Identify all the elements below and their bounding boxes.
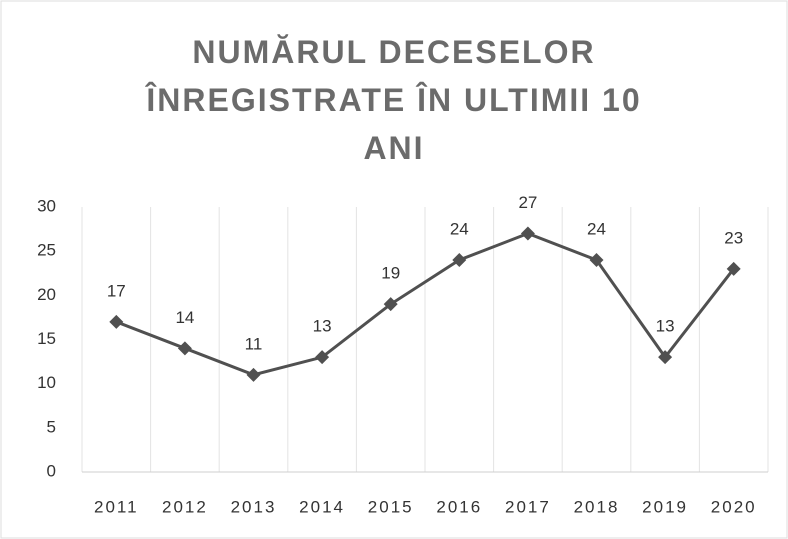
y-tick-label: 0 [47, 461, 56, 480]
y-tick-label: 20 [37, 285, 56, 304]
data-label: 11 [245, 334, 263, 353]
x-tick-label: 2018 [574, 497, 620, 516]
marker [246, 367, 261, 382]
data-label: 13 [313, 317, 332, 336]
x-tick-label: 2011 [94, 497, 139, 516]
marker [177, 341, 192, 356]
data-label: 14 [175, 308, 194, 327]
y-tick-label: 25 [37, 241, 56, 260]
x-tick-label: 2015 [368, 497, 414, 516]
data-label: 23 [724, 228, 743, 247]
y-tick-label: 10 [37, 373, 56, 392]
data-label: 24 [450, 219, 469, 238]
marker [109, 314, 124, 329]
data-label: 24 [587, 219, 606, 238]
chart-title: NUMĂRUL DECESELOR ÎNREGISTRATE ÎN ULTIMI… [146, 34, 642, 166]
marker [726, 261, 741, 276]
y-tick-label: 5 [47, 417, 56, 436]
x-tick-label: 2017 [505, 497, 551, 516]
x-tick-label: 2016 [436, 497, 482, 516]
marker [315, 350, 330, 365]
data-label: 19 [381, 264, 400, 283]
line-series [115, 231, 735, 377]
x-tick-label: 2019 [642, 497, 688, 516]
y-tick-label: 30 [37, 196, 56, 215]
x-tick-label: 2020 [711, 497, 757, 516]
marker [383, 297, 398, 312]
marker [658, 350, 673, 365]
marker [452, 253, 467, 267]
data-label: 13 [656, 317, 675, 336]
x-tick-label: 2014 [299, 497, 345, 516]
y-tick-label: 15 [37, 329, 56, 348]
data-label: 27 [518, 193, 537, 212]
marker [589, 253, 604, 267]
marker [520, 226, 535, 241]
x-tick-label: 2013 [231, 497, 277, 516]
data-label: 17 [107, 281, 126, 300]
x-tick-label: 2012 [162, 497, 208, 516]
